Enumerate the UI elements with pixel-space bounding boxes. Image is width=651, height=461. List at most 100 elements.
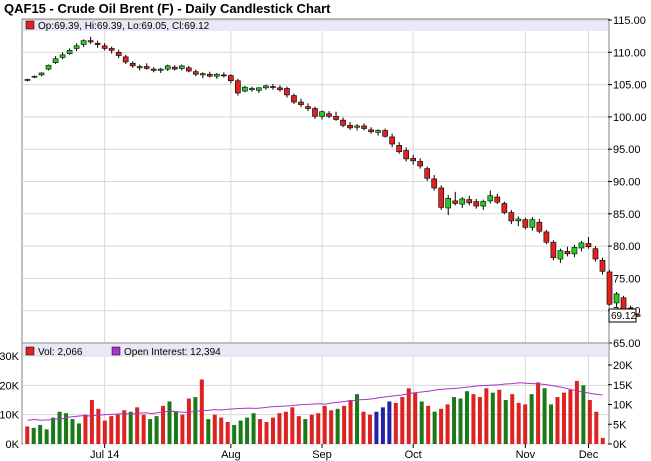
price-tick-label: 105.00: [613, 80, 647, 92]
candle-body: [87, 40, 94, 43]
candle: [312, 106, 318, 119]
candle-body: [235, 80, 241, 94]
candle-body: [164, 65, 171, 70]
candle-body: [221, 74, 227, 77]
volume-bar: [471, 394, 476, 444]
candle-body: [80, 40, 87, 45]
candle-body: [101, 45, 108, 49]
volume-bar: [393, 402, 398, 444]
candle-body: [452, 200, 459, 204]
candle-body: [178, 65, 185, 69]
candle-body: [564, 250, 571, 255]
volume-bar: [212, 414, 217, 444]
volume-left-tick-label: 20K: [0, 380, 20, 392]
volume-right-tick-label: 10K: [613, 400, 633, 412]
candle-body: [473, 201, 480, 207]
volume-left-tick-label: 10K: [0, 410, 20, 422]
candle: [115, 49, 122, 59]
candle: [73, 43, 80, 52]
volume-bar: [199, 379, 204, 444]
candle-body: [277, 87, 283, 91]
candle-body: [284, 88, 290, 96]
volume-right-tick-label: 15K: [613, 380, 633, 392]
candle: [319, 110, 325, 120]
volume-bar: [38, 424, 43, 444]
last-price-label: 69.12: [611, 311, 636, 322]
candle-body: [249, 88, 255, 91]
candle-body: [270, 86, 276, 88]
candle: [143, 63, 150, 70]
candle: [150, 67, 157, 73]
price-tick-label: 65.00: [613, 338, 641, 350]
volume-bar: [316, 413, 321, 444]
candle: [501, 201, 508, 215]
x-tick-label: Nov: [516, 449, 536, 461]
volume-bar: [76, 423, 81, 444]
volume-bar: [51, 417, 56, 444]
candle-body: [129, 62, 136, 67]
candle: [291, 93, 297, 104]
volume-bar: [348, 400, 353, 444]
volume-bar: [296, 416, 301, 444]
candle: [543, 229, 550, 245]
volume-bar: [225, 422, 230, 444]
volume-bar: [367, 414, 372, 444]
volume-bar: [561, 392, 566, 444]
volume-bar: [406, 388, 411, 444]
candle: [494, 193, 501, 205]
volume-bar: [477, 397, 482, 444]
volume-bar: [439, 408, 444, 444]
volume-header-band: [23, 344, 608, 356]
candle: [438, 185, 445, 210]
candle: [263, 84, 269, 90]
volume-bar: [25, 426, 30, 444]
candle: [424, 166, 431, 181]
price-tick-label: 95.00: [613, 144, 641, 156]
x-tick-label: Sep: [312, 449, 332, 461]
volume-bar: [219, 417, 224, 444]
candle-body: [389, 136, 395, 145]
candle-body: [606, 271, 613, 305]
volume-bar: [64, 413, 69, 444]
volume-right-tick-label: 0K: [613, 439, 627, 451]
candle: [256, 87, 262, 93]
volume-left-tick-label: 0K: [6, 439, 20, 451]
candle-body: [66, 50, 73, 54]
volume-bar: [57, 411, 62, 444]
candle-body: [52, 58, 59, 63]
volume-bar: [109, 416, 114, 444]
volume-bar: [419, 401, 424, 444]
candle-body: [319, 111, 325, 117]
volume-bar: [529, 394, 534, 444]
candle-body: [38, 72, 45, 76]
volume-bar: [549, 404, 554, 444]
candle-body: [122, 56, 129, 63]
candle: [487, 190, 494, 204]
price-tick-label: 100.00: [613, 112, 647, 124]
chart-title: QAF15 - Crude Oil Brent (F) - Daily Cand…: [4, 1, 331, 16]
candle-body: [31, 75, 38, 78]
volume-bar: [452, 397, 457, 444]
candle-body: [94, 42, 101, 45]
volume-bar: [458, 398, 463, 444]
x-tick-label: Aug: [221, 449, 241, 461]
candle: [354, 124, 360, 131]
candle-body: [571, 247, 578, 255]
candles: [24, 36, 641, 317]
volume-bar: [309, 414, 314, 444]
volume-bar: [270, 417, 275, 444]
x-tick-label: Jul 14: [90, 449, 119, 461]
candle-body: [199, 73, 206, 76]
oi-label: Open Interest: 12,394: [124, 347, 221, 358]
candle: [94, 40, 101, 48]
candle-body: [312, 108, 318, 117]
price-tick-label: 85.00: [613, 209, 641, 221]
volume-bar: [193, 397, 198, 444]
volume-bar: [251, 413, 256, 444]
price-tick-label: 110.00: [613, 47, 646, 59]
price-tick-label: 115.00: [613, 15, 646, 27]
candle-body: [417, 161, 424, 167]
volume-bar: [374, 411, 379, 444]
volume-bar: [303, 419, 308, 444]
